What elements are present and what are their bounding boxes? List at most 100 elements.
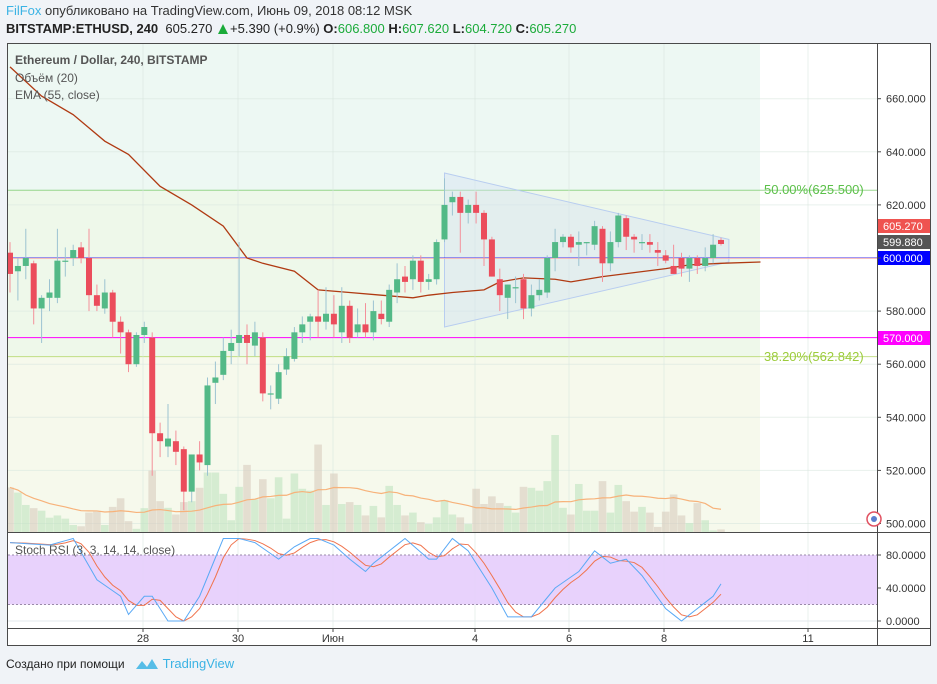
volume-ma-line [9,486,722,514]
volume-bar [582,510,591,532]
volume-bar [527,487,536,532]
author-link[interactable]: FilFox [6,3,42,18]
candle [654,242,661,266]
candle [267,385,274,410]
candle [165,404,171,458]
volume-bar [385,485,393,532]
symbol-label: BITSTAMP:ETHUSD, 240 [6,21,159,36]
candle-body [520,279,527,309]
volume-bar [219,493,228,532]
candle-body [370,311,377,333]
candle-body [718,239,724,245]
volume-bar [85,512,93,532]
date-axis[interactable]: 28 30 Июн 4 6 8 11 [137,628,814,645]
stoch-tick-label: 40.0000 [886,583,926,595]
candle-body [481,212,487,240]
price-badge-bg [878,219,930,233]
candle-body [662,255,669,261]
candle-body [694,258,701,266]
volume-bar [417,522,425,532]
volume-bar [290,473,299,532]
ema-legend: EMA (55, close) [15,88,100,102]
candle-body [259,337,266,394]
candle-body [14,265,21,272]
price-badge-label: 599.880 [883,237,923,249]
volume-bar [37,510,46,532]
fib-zone-lower [8,356,760,533]
volume-bar [511,512,520,532]
candle [560,234,566,248]
candle-body [354,324,361,333]
open-label: O: [323,21,338,36]
volume-bar [314,444,322,532]
candle [141,321,148,343]
candle-body [93,295,100,306]
candle-body [402,276,408,282]
price-tick-label: 580.000 [886,306,926,318]
volume-bar [361,515,370,532]
price-badge-label: 605.270 [883,221,923,233]
candle [196,441,203,471]
candle-body [125,332,132,365]
candle [220,337,227,381]
candle [504,284,511,320]
candle-body [204,385,211,466]
volume-bar [424,524,433,532]
candle [591,220,598,251]
candle [623,215,630,251]
price-tick-label: 500.000 [886,519,926,531]
volume-bar [685,523,694,532]
candle-body [165,438,171,447]
candle [307,313,314,341]
volume-bar [101,525,109,532]
candle [291,327,298,362]
volume-bar [440,500,449,532]
candle-body [378,313,385,320]
volume-bar [251,499,259,532]
volume-bar [693,503,702,532]
scroll-to-realtime-icon[interactable] [866,511,882,527]
stoch-d-line [9,537,722,622]
chart-title: Ethereum / Dollar, 240, BITSTAMP [15,53,208,67]
candle-body [117,321,124,333]
symbol-info: BITSTAMP:ETHUSD, 240 605.270 +5.390 (+0.… [6,21,576,36]
publish-text: опубликовано на TradingView.com, Июнь 09… [45,3,413,18]
candle-body [670,265,677,274]
price-axis[interactable]: 605.270 599.880 600.000 570.000 500.000 520.0… [877,94,930,531]
candle [62,247,69,277]
candle-body [38,297,45,309]
candle [149,332,156,476]
candle-body [330,313,337,325]
price-tick-label: 620.000 [886,200,926,212]
volume-bar [369,505,378,532]
candle [70,244,77,266]
tradingview-link[interactable]: TradingView [162,656,235,671]
stoch-axis[interactable]: 80.0000 40.0000 0.0000 [877,550,926,628]
candle-body [323,313,329,322]
candle [338,287,345,343]
price-badge-label: 600.000 [883,253,923,265]
tradingview-logo-icon[interactable] [135,657,159,671]
stoch-legend: Stoch RSI (3, 3, 14, 14, close) [15,543,175,557]
candle-body [449,196,456,203]
candle [46,279,53,312]
volume-bar [646,512,654,532]
candle [117,316,124,354]
price-tick-label: 520.000 [886,465,926,477]
stoch-band [8,555,877,605]
volume-bar [211,472,220,532]
candle [8,242,13,293]
volume-bar [661,511,670,532]
candle [323,287,329,330]
candle [22,228,29,280]
volume-bar [45,517,54,532]
stoch-tick-label: 80.0000 [886,550,926,562]
candle [694,255,701,274]
candle [259,332,266,402]
volume-bar [69,525,77,532]
candle-body [267,393,274,395]
candle-body [291,332,298,359]
candle [646,234,653,253]
fib-zone-upper [8,44,760,191]
